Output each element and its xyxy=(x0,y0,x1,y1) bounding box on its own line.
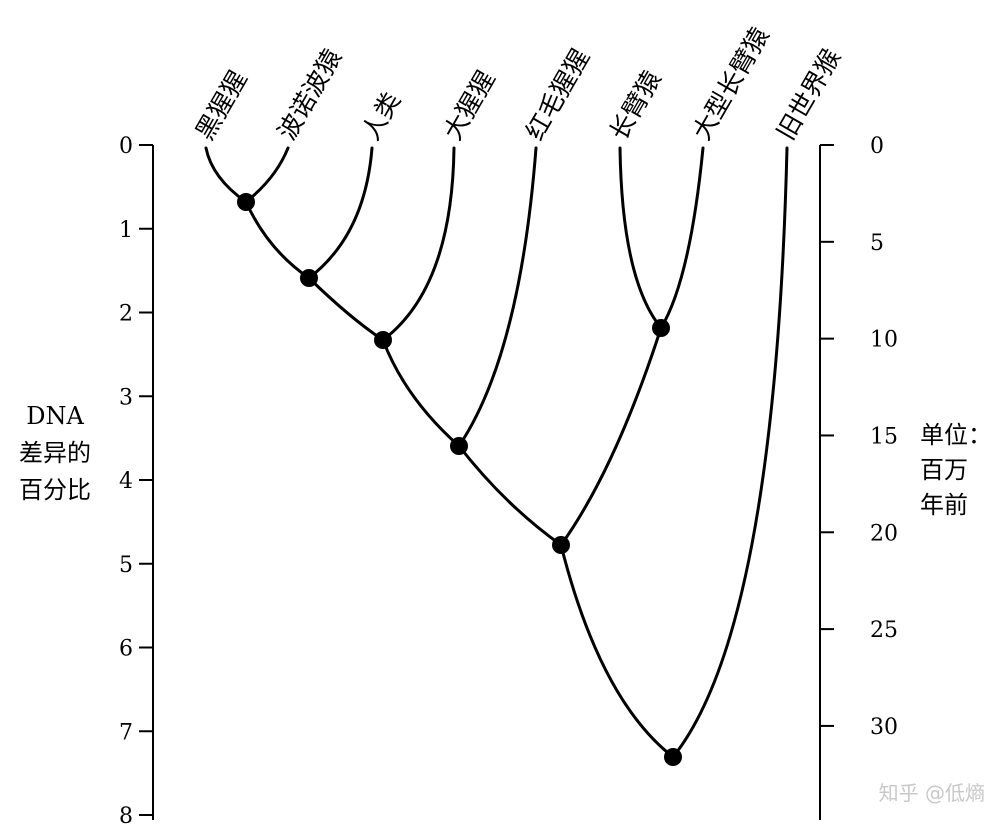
node-gibbons xyxy=(652,319,670,337)
left-axis-tick-label: 8 xyxy=(119,804,133,829)
branch-human xyxy=(307,146,374,280)
left-axis-tick-label: 6 xyxy=(119,637,133,662)
right-axis-tick-label: 15 xyxy=(870,424,898,449)
branch-old-world-monkey xyxy=(671,146,789,759)
branch-bonobo xyxy=(244,146,290,204)
left-axis-tick-label: 1 xyxy=(119,218,133,243)
left-axis-tick-label: 5 xyxy=(119,553,133,578)
right-axis-tick-label: 5 xyxy=(870,231,884,256)
left-axis-tick-label: 0 xyxy=(119,134,133,159)
left-axis-tick-label: 4 xyxy=(119,469,133,494)
left-axis: 0 1 2 3 4 5 6 7 8 DNA 差异的 百分比 xyxy=(19,134,154,829)
species-label-bonobo: 波诺波猿 xyxy=(272,44,347,145)
branch-siamang xyxy=(659,146,705,330)
right-axis-title-line-1: 单位： xyxy=(920,421,992,449)
right-axis-tick-label: 20 xyxy=(870,521,898,546)
branch-gibbon-ancestor xyxy=(559,326,663,547)
species-label-gibbon: 长臂猿 xyxy=(604,66,667,145)
right-axis-tick-label: 25 xyxy=(870,618,898,643)
right-axis-title-line-3: 年前 xyxy=(920,491,968,519)
right-axis: 0 5 10 15 20 25 30 单位： 百万 年前 xyxy=(819,134,992,820)
branch-orangutan xyxy=(457,146,538,448)
right-axis-tick-label: 10 xyxy=(870,328,898,353)
node-gorilla xyxy=(374,331,392,349)
branch-gorilla xyxy=(381,146,456,342)
right-axis-title-line-2: 百万 xyxy=(920,456,968,484)
species-label-orangutan: 红毛猩猩 xyxy=(520,44,595,145)
right-axis-tick-label: 30 xyxy=(870,715,898,740)
species-label-siamang: 大型长臂猿 xyxy=(687,22,775,145)
species-label-human: 人类 xyxy=(356,87,406,145)
left-axis-tick-label: 7 xyxy=(119,720,133,745)
species-label-old-world-monkey: 旧世界猴 xyxy=(771,44,846,145)
node-root xyxy=(664,748,682,766)
tree-branches xyxy=(204,146,789,759)
branch-hominoid-ancestor xyxy=(559,543,675,759)
branch-gibbon xyxy=(618,146,663,330)
left-axis-title-line-1: DNA xyxy=(26,402,84,430)
node-orangutan xyxy=(450,437,468,455)
left-axis-tick-label: 2 xyxy=(119,302,133,327)
right-axis-tick-label: 0 xyxy=(870,134,884,159)
branch-chimpanzee xyxy=(204,146,248,204)
left-axis-title-line-3: 百分比 xyxy=(19,476,91,504)
node-hominoids xyxy=(552,536,570,554)
species-labels: 黑猩猩 波诺波猿 人类 大猩猩 红毛猩猩 长臂猿 大型长臂猿 旧世界猴 xyxy=(190,22,846,145)
branch-human-ancestor xyxy=(307,276,385,342)
left-axis-tick-label: 3 xyxy=(119,385,133,410)
branch-gorilla-ancestor xyxy=(381,338,461,448)
species-label-chimpanzee: 黑猩猩 xyxy=(190,66,253,145)
tree-nodes xyxy=(237,193,682,766)
branch-great-ape-ancestor xyxy=(457,444,563,547)
watermark: 知乎 @低熵 xyxy=(879,781,985,805)
branch-chimp-bonobo-ancestor xyxy=(244,200,311,280)
node-chimp-bonobo xyxy=(237,193,255,211)
node-human xyxy=(300,269,318,287)
species-label-gorilla: 大猩猩 xyxy=(438,66,501,145)
left-axis-title-line-2: 差异的 xyxy=(19,439,91,467)
